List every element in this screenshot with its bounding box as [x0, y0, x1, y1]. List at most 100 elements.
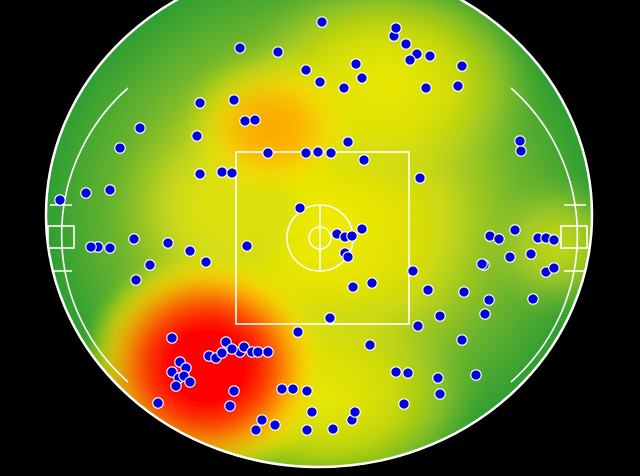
event-dot[interactable]: [327, 423, 339, 435]
event-dot[interactable]: [358, 154, 370, 166]
event-dot[interactable]: [548, 234, 560, 246]
event-dot[interactable]: [104, 242, 116, 254]
event-dot[interactable]: [301, 385, 313, 397]
event-dot[interactable]: [509, 224, 521, 236]
event-dot[interactable]: [134, 122, 146, 134]
event-dot[interactable]: [470, 369, 482, 381]
event-dot[interactable]: [152, 397, 164, 409]
event-dot[interactable]: [407, 265, 419, 277]
event-dot[interactable]: [432, 372, 444, 384]
event-dot[interactable]: [292, 326, 304, 338]
event-dot[interactable]: [256, 414, 268, 426]
event-dot[interactable]: [434, 310, 446, 322]
event-dot[interactable]: [294, 202, 306, 214]
event-dot[interactable]: [349, 406, 361, 418]
event-dot[interactable]: [356, 72, 368, 84]
heat-right-edge-warm: [482, 174, 592, 318]
event-dot-layer[interactable]: [54, 16, 560, 436]
event-dot[interactable]: [224, 400, 236, 412]
event-dot[interactable]: [414, 172, 426, 184]
event-dot[interactable]: [250, 424, 262, 436]
event-dot[interactable]: [504, 251, 516, 263]
event-dot[interactable]: [458, 286, 470, 298]
event-dot[interactable]: [216, 347, 228, 359]
event-dot[interactable]: [200, 256, 212, 268]
event-dot[interactable]: [316, 16, 328, 28]
event-dot[interactable]: [402, 367, 414, 379]
event-dot[interactable]: [301, 424, 313, 436]
event-dot[interactable]: [483, 294, 495, 306]
event-dot[interactable]: [479, 308, 491, 320]
event-dot[interactable]: [228, 385, 240, 397]
event-dot[interactable]: [128, 233, 140, 245]
event-dot[interactable]: [104, 184, 116, 196]
event-dot[interactable]: [342, 251, 354, 263]
event-dot[interactable]: [324, 312, 336, 324]
event-dot[interactable]: [325, 147, 337, 159]
event-dot[interactable]: [184, 245, 196, 257]
event-dot[interactable]: [306, 406, 318, 418]
event-dot[interactable]: [226, 167, 238, 179]
event-dot[interactable]: [366, 277, 378, 289]
event-dot[interactable]: [54, 194, 66, 206]
event-dot[interactable]: [434, 388, 446, 400]
event-dot[interactable]: [398, 398, 410, 410]
event-dot[interactable]: [228, 94, 240, 106]
event-dot[interactable]: [452, 80, 464, 92]
event-dot[interactable]: [412, 320, 424, 332]
event-dot[interactable]: [404, 54, 416, 66]
event-dot[interactable]: [347, 281, 359, 293]
event-dot[interactable]: [400, 38, 412, 50]
event-dot[interactable]: [144, 259, 156, 271]
event-dot[interactable]: [166, 332, 178, 344]
event-dot[interactable]: [346, 230, 358, 242]
event-dot[interactable]: [130, 274, 142, 286]
event-dot[interactable]: [170, 380, 182, 392]
event-dot[interactable]: [241, 240, 253, 252]
event-dot[interactable]: [249, 114, 261, 126]
event-dot[interactable]: [422, 284, 434, 296]
event-dot[interactable]: [300, 64, 312, 76]
event-dot[interactable]: [262, 147, 274, 159]
event-dot[interactable]: [314, 76, 326, 88]
event-dot[interactable]: [390, 22, 402, 34]
event-dot[interactable]: [287, 383, 299, 395]
event-dot[interactable]: [514, 135, 526, 147]
event-dot[interactable]: [276, 383, 288, 395]
event-dot[interactable]: [312, 146, 324, 158]
event-dot[interactable]: [194, 168, 206, 180]
event-dot[interactable]: [424, 50, 436, 62]
event-dot[interactable]: [191, 130, 203, 142]
event-dot[interactable]: [476, 258, 488, 270]
event-dot[interactable]: [456, 334, 468, 346]
event-dot[interactable]: [234, 42, 246, 54]
event-dot[interactable]: [356, 223, 368, 235]
event-dot[interactable]: [262, 346, 274, 358]
event-dot[interactable]: [300, 147, 312, 159]
event-dot[interactable]: [342, 136, 354, 148]
event-dot[interactable]: [184, 376, 196, 388]
event-dot[interactable]: [272, 46, 284, 58]
event-dot[interactable]: [239, 115, 251, 127]
event-dot[interactable]: [493, 233, 505, 245]
event-dot[interactable]: [226, 343, 238, 355]
event-dot[interactable]: [525, 248, 537, 260]
event-dot[interactable]: [364, 339, 376, 351]
event-dot[interactable]: [216, 166, 228, 178]
event-dot[interactable]: [390, 366, 402, 378]
event-dot[interactable]: [114, 142, 126, 154]
event-dot[interactable]: [350, 58, 362, 70]
event-dot[interactable]: [456, 60, 468, 72]
event-dot[interactable]: [252, 346, 264, 358]
event-dot[interactable]: [194, 97, 206, 109]
event-dot[interactable]: [85, 241, 97, 253]
event-dot[interactable]: [80, 187, 92, 199]
event-dot[interactable]: [420, 82, 432, 94]
event-dot[interactable]: [338, 82, 350, 94]
event-dot[interactable]: [162, 237, 174, 249]
event-dot[interactable]: [515, 145, 527, 157]
event-dot[interactable]: [527, 293, 539, 305]
event-dot[interactable]: [548, 262, 560, 274]
event-dot[interactable]: [269, 419, 281, 431]
